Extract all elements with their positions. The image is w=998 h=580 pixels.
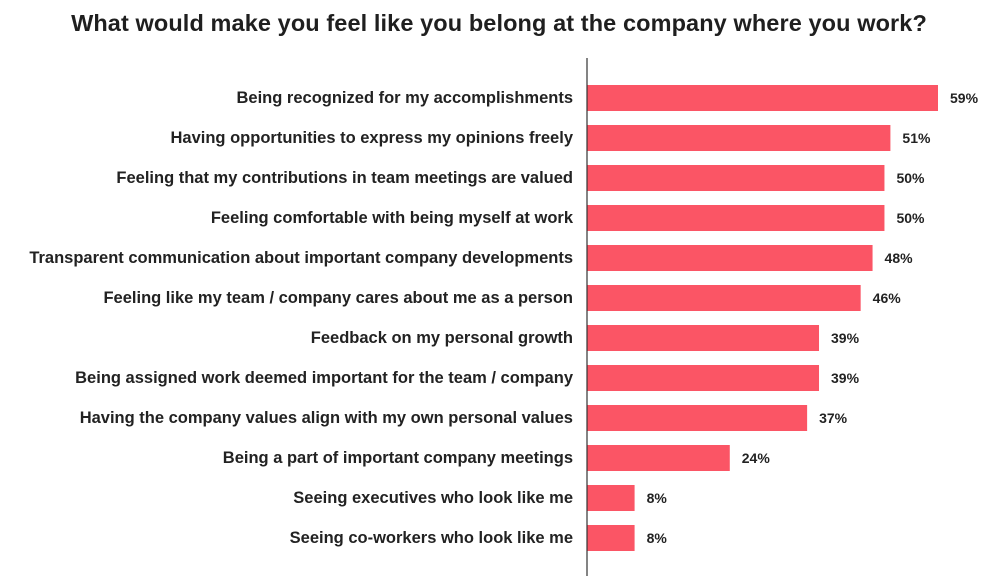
value-label: 50% [896,170,925,186]
bar [587,445,730,471]
bar [587,205,885,231]
value-label: 39% [831,330,860,346]
category-label: Being recognized for my accomplishments [237,89,574,107]
value-label: 48% [885,250,914,266]
category-label: Having opportunities to express my opini… [171,129,574,147]
category-label: Feeling that my contributions in team me… [116,169,573,187]
value-label: 39% [831,370,860,386]
bars-group [587,85,938,551]
value-label: 51% [902,130,931,146]
bar [587,325,820,351]
category-label: Having the company values align with my … [80,409,573,427]
bar [587,125,891,151]
value-label: 24% [742,450,771,466]
bar [587,285,861,311]
value-label: 8% [647,490,668,506]
bar [587,245,873,271]
category-label: Seeing executives who look like me [293,489,573,507]
value-label: 37% [819,410,848,426]
category-label: Feedback on my personal growth [311,329,573,347]
bar [587,165,885,191]
category-label: Being a part of important company meetin… [223,449,573,467]
category-label: Being assigned work deemed important for… [75,369,574,387]
value-label: 46% [873,290,902,306]
chart-title: What would make you feel like you belong… [71,10,927,36]
bar [587,525,635,551]
category-labels-group: Being recognized for my accomplishments H… [29,89,573,547]
value-label: 8% [647,530,668,546]
bar [587,365,820,391]
category-label: Feeling comfortable with being myself at… [211,209,574,227]
category-label: Feeling like my team / company cares abo… [103,289,573,307]
category-label: Transparent communication about importan… [29,249,573,267]
bar [587,85,938,111]
category-label: Seeing co-workers who look like me [290,529,573,547]
bar [587,485,635,511]
value-labels-group: 59% 51% 50% 50% 48% 46% 39% 39% 37% 24% 8% 8% [647,90,979,546]
bar [587,405,808,431]
value-label: 50% [896,210,925,226]
value-label: 59% [950,90,979,106]
